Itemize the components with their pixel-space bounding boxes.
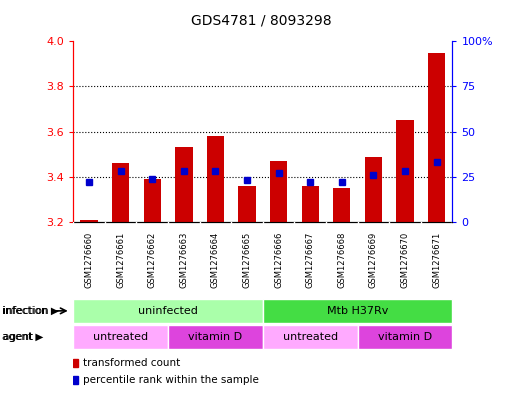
Bar <box>73 359 78 367</box>
Bar <box>365 156 382 222</box>
Text: GSM1276666: GSM1276666 <box>274 231 283 288</box>
Bar <box>396 120 414 222</box>
Text: GSM1276665: GSM1276665 <box>243 231 252 288</box>
Bar <box>238 186 256 222</box>
Text: infection: infection <box>3 306 51 316</box>
Bar <box>358 325 452 349</box>
Bar <box>428 53 445 222</box>
Bar <box>112 163 129 222</box>
Text: agent: agent <box>3 332 36 342</box>
Bar <box>263 299 452 323</box>
Bar <box>81 220 98 222</box>
Text: GSM1276668: GSM1276668 <box>337 231 346 288</box>
Text: GSM1276671: GSM1276671 <box>432 231 441 288</box>
Bar <box>263 325 358 349</box>
Bar <box>270 161 287 222</box>
Text: Mtb H37Rv: Mtb H37Rv <box>327 306 388 316</box>
Text: vitamin D: vitamin D <box>378 332 432 342</box>
Text: uninfected: uninfected <box>138 306 198 316</box>
Text: GSM1276664: GSM1276664 <box>211 231 220 288</box>
Text: GDS4781 / 8093298: GDS4781 / 8093298 <box>191 14 332 28</box>
Text: untreated: untreated <box>282 332 338 342</box>
Text: GSM1276663: GSM1276663 <box>179 231 188 288</box>
Bar <box>207 136 224 222</box>
Bar <box>143 179 161 222</box>
Bar <box>168 325 263 349</box>
Text: infection ▶: infection ▶ <box>2 306 59 316</box>
Text: transformed count: transformed count <box>83 358 180 368</box>
Text: GSM1276667: GSM1276667 <box>306 231 315 288</box>
Bar <box>73 299 263 323</box>
Bar <box>73 376 78 384</box>
Text: GSM1276662: GSM1276662 <box>147 231 157 288</box>
Text: percentile rank within the sample: percentile rank within the sample <box>83 375 259 386</box>
Bar <box>302 186 319 222</box>
Bar <box>175 147 192 222</box>
Text: GSM1276661: GSM1276661 <box>116 231 125 288</box>
Text: GSM1276670: GSM1276670 <box>401 231 410 288</box>
Text: untreated: untreated <box>93 332 148 342</box>
Text: agent ▶: agent ▶ <box>2 332 43 342</box>
Bar <box>73 325 168 349</box>
Text: GSM1276660: GSM1276660 <box>85 231 94 288</box>
Text: GSM1276669: GSM1276669 <box>369 231 378 288</box>
Text: vitamin D: vitamin D <box>188 332 243 342</box>
Bar <box>333 188 350 222</box>
